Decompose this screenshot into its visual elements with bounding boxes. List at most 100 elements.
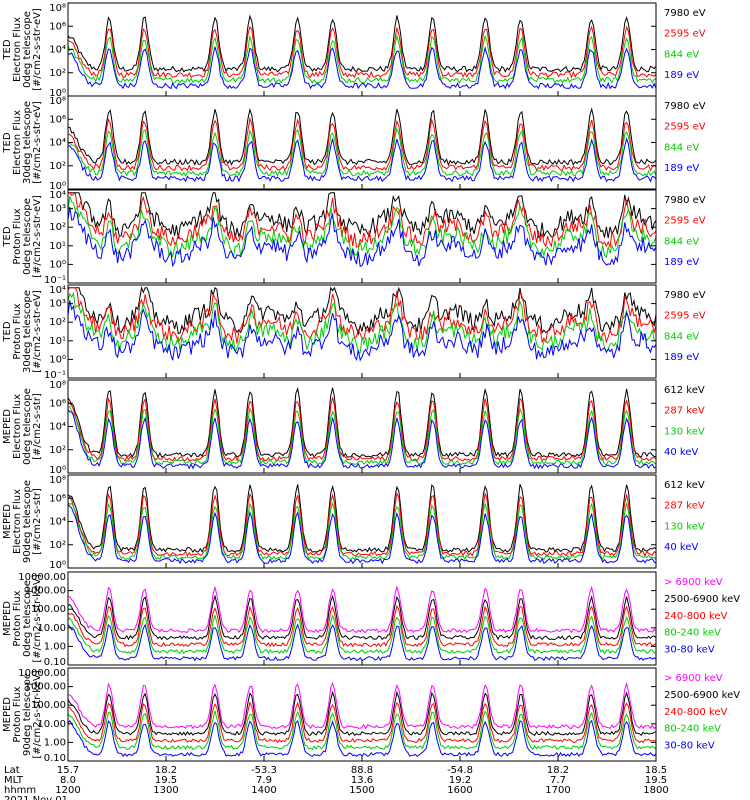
y-axis-label-line: TED — [2, 226, 13, 247]
legend-entry: 612 keV — [664, 385, 705, 396]
y-tick-label: 10² — [49, 540, 66, 551]
y-tick-label: 10000.00 — [18, 572, 66, 583]
legend-entry: 844 eV — [664, 236, 699, 247]
legend-entry: 80-240 keV — [664, 628, 721, 639]
footer-value: 7.9 — [256, 775, 272, 786]
y-axis-label-line: MEPED — [2, 697, 13, 732]
legend-entry: > 6900 keV — [664, 673, 723, 684]
panel-6: 10⁰ 10² 10⁴ 10⁶ 10⁸ MEPED Electron Flux 90deg t… — [2, 474, 705, 571]
y-axis-label-line: 30deg telescope — [22, 290, 33, 373]
y-axis-label-line: Proton Flux — [12, 303, 23, 359]
footer-value: 18.2 — [155, 765, 177, 776]
y-axis-label-line: [#/cm2-s-str] — [32, 393, 43, 460]
y-tick-label: 100.00 — [31, 604, 66, 615]
y-tick-label: 10⁸ — [49, 475, 66, 486]
panels-group: 10⁰ 10² 10⁴ 10⁶ 10⁸ TED Electron Flux 0deg tele… — [2, 2, 740, 764]
footer-value: 1600 — [447, 785, 472, 796]
series-line — [67, 206, 657, 268]
footer-value: 8.0 — [60, 775, 76, 786]
y-tick-label: 10⁰ — [49, 354, 66, 365]
legend-entry: 844 eV — [664, 49, 699, 60]
panel-2: 10⁰ 10² 10⁴ 10⁶ 10⁸ TED Electron Flux 30deg tel… — [2, 95, 706, 192]
footer-value: -54.8 — [447, 765, 473, 776]
legend-entry: 287 keV — [664, 501, 705, 512]
y-tick-label: 1.00 — [44, 737, 66, 748]
legend-entry: 189 eV — [664, 352, 699, 363]
series-line — [67, 127, 657, 177]
footer-value: 19.5 — [645, 775, 667, 786]
y-tick-label: 100.00 — [31, 700, 66, 711]
legend-entry: 40 keV — [664, 542, 698, 553]
y-tick-label: 10² — [49, 317, 66, 328]
legend-entry: 40 keV — [664, 447, 698, 458]
series-line — [67, 690, 657, 737]
series-line — [67, 300, 657, 362]
y-tick-label: 10⁰ — [49, 88, 66, 99]
series-line — [67, 116, 657, 172]
series-line — [67, 710, 657, 751]
legend-entry: 240-800 keV — [664, 707, 728, 718]
legend-entry: 2500-6900 keV — [664, 594, 740, 605]
legend-entry: 2595 eV — [664, 216, 706, 227]
footer-value: 7.7 — [550, 775, 566, 786]
y-axis-label-line: MEPED — [2, 504, 13, 539]
footer-value: 1700 — [545, 785, 570, 796]
y-tick-label: 10⁴ — [49, 517, 66, 528]
series-line — [67, 504, 657, 565]
series-line — [67, 604, 657, 648]
footer-value: 13.6 — [351, 775, 373, 786]
y-tick-label: 10⁻¹ — [44, 275, 66, 286]
series-line — [67, 137, 657, 183]
y-axis-label-line: MEPED — [2, 409, 13, 444]
footer-value: 18.5 — [645, 765, 667, 776]
y-axis-label: TED Proton Flux 0deg telescope [#/cm2-s-str… — [2, 195, 43, 278]
legend-entry: 2595 eV — [664, 311, 706, 322]
series-line — [67, 386, 656, 459]
y-axis-label-line: 0deg telescope — [22, 198, 33, 275]
y-tick-label: 10⁶ — [49, 21, 66, 32]
panel-4: 10⁻¹ 10⁰ 10¹ 10² 10³ 10⁴ TED Proton Flux 30deg t… — [2, 284, 706, 381]
footer-value: 19.5 — [155, 775, 177, 786]
y-tick-label: 10⁴ — [49, 422, 66, 433]
footer-value: 1300 — [153, 785, 178, 796]
series-line — [67, 107, 657, 167]
y-tick-label: 10⁴ — [49, 45, 66, 56]
y-axis-label-line: MEPED — [2, 601, 13, 636]
y-tick-label: 10¹ — [49, 336, 66, 347]
y-axis-label-line: Electron Flux — [12, 489, 23, 554]
series-line — [67, 409, 657, 470]
legend-entry: 7980 eV — [664, 8, 706, 19]
legend-entry: 130 keV — [664, 426, 705, 437]
y-axis-label-line: [#/cm2-s-str-eV] — [32, 195, 43, 278]
y-tick-label: 10⁰ — [49, 560, 66, 571]
legend-entry: 7980 eV — [664, 195, 706, 206]
series-line — [67, 14, 657, 73]
y-tick-label: 10000.00 — [18, 668, 66, 679]
legend-entry: 612 keV — [664, 480, 705, 491]
y-axis-label-line: 90deg telescope — [22, 480, 33, 563]
y-axis-label: TED Electron Flux 30deg telescope [#/cm2-s-… — [2, 101, 43, 184]
y-tick-label: 0.10 — [44, 753, 66, 764]
y-axis-label-line: [#/cm2-s-str-eV] — [32, 101, 43, 184]
footer-value: 19.2 — [449, 775, 471, 786]
y-tick-label: 10⁻¹ — [44, 370, 66, 381]
series-line — [67, 46, 657, 90]
y-axis-label: TED Proton Flux 30deg telescope [#/cm2-s-st… — [2, 290, 43, 373]
y-tick-label: 10⁸ — [49, 380, 66, 391]
y-axis-label-line: Electron Flux — [12, 17, 23, 82]
legend-entry: 189 eV — [664, 257, 699, 268]
series-line — [67, 701, 657, 744]
y-axis-label-line: Proton Flux — [12, 590, 23, 646]
footer-value: 18.2 — [547, 765, 569, 776]
y-tick-label: 10² — [49, 222, 66, 233]
y-tick-label: 10⁴ — [49, 285, 66, 296]
legend-entry: 2595 eV — [664, 122, 706, 133]
series-line — [67, 291, 657, 354]
y-tick-label: 10⁰ — [49, 181, 66, 192]
legend-entry: 844 eV — [664, 142, 699, 153]
y-axis-label-line: TED — [2, 132, 13, 153]
legend-entry: 2500-6900 keV — [664, 690, 740, 701]
y-tick-label: 10⁶ — [49, 398, 66, 409]
